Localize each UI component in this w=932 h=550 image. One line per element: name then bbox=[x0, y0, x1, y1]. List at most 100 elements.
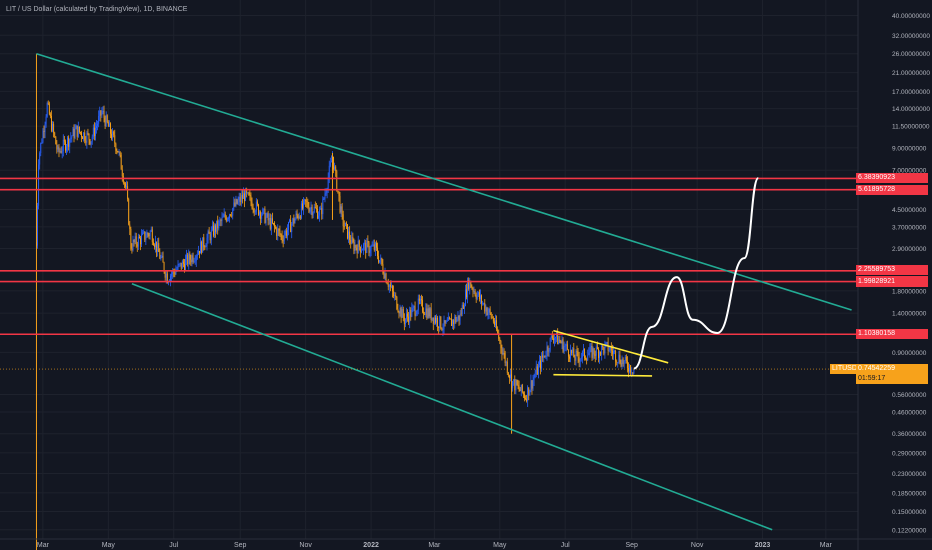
candle-body bbox=[364, 242, 366, 245]
candle-body bbox=[90, 141, 92, 145]
candle-body bbox=[570, 349, 572, 359]
candle-body bbox=[175, 270, 177, 275]
candle-body bbox=[295, 213, 297, 220]
candle-body bbox=[108, 123, 110, 127]
candle-body bbox=[60, 150, 62, 153]
candle-body bbox=[614, 350, 615, 352]
candle-body bbox=[618, 354, 620, 363]
candle-body bbox=[402, 308, 404, 318]
candle-body bbox=[493, 321, 495, 325]
candle-body bbox=[375, 242, 377, 248]
y-tick-label: 9.00000000 bbox=[892, 145, 927, 152]
candle-body bbox=[243, 193, 244, 199]
candle-body bbox=[521, 384, 523, 393]
candle-body bbox=[599, 351, 600, 358]
candle-body bbox=[558, 339, 560, 345]
candle-body bbox=[432, 317, 434, 324]
x-tick-label: Mar bbox=[820, 542, 833, 549]
candle-body bbox=[585, 358, 587, 360]
candle-body bbox=[236, 199, 238, 204]
candle-body bbox=[610, 347, 612, 351]
candle-body bbox=[433, 317, 435, 324]
candle-body bbox=[56, 144, 58, 150]
candle-body bbox=[110, 123, 111, 134]
candle-body bbox=[306, 201, 308, 203]
candle-body bbox=[304, 199, 306, 201]
candle-body bbox=[267, 213, 269, 221]
candle-body bbox=[149, 231, 151, 236]
y-tick-label: 26.00000000 bbox=[892, 51, 930, 58]
candle-body bbox=[351, 237, 353, 244]
candle-body bbox=[529, 390, 531, 396]
candle-body bbox=[366, 240, 368, 253]
candle-body bbox=[547, 346, 549, 352]
candle-body bbox=[301, 203, 303, 209]
y-tick-label: 1.80000000 bbox=[892, 288, 927, 295]
candle-body bbox=[413, 306, 415, 308]
candle-body bbox=[573, 348, 575, 358]
x-tick-label: Sep bbox=[625, 542, 638, 549]
x-tick-label: May bbox=[493, 542, 507, 549]
candle-body bbox=[113, 131, 115, 136]
candle-body bbox=[305, 199, 307, 202]
candle-body bbox=[172, 270, 174, 275]
candle-body bbox=[89, 139, 91, 145]
candle-body bbox=[594, 354, 596, 356]
candle-body bbox=[84, 132, 86, 141]
candle-body bbox=[81, 132, 82, 138]
candle-body bbox=[462, 304, 464, 309]
candle-body bbox=[224, 214, 226, 218]
candle-body bbox=[401, 308, 403, 318]
candle-body bbox=[132, 239, 134, 250]
candle-body bbox=[326, 189, 328, 193]
candle-body bbox=[134, 236, 136, 243]
candle-body bbox=[578, 357, 580, 362]
candle-body bbox=[193, 260, 195, 262]
candle-body bbox=[397, 309, 399, 312]
candle-body bbox=[129, 224, 131, 229]
candle-body bbox=[157, 243, 159, 252]
candle-body bbox=[308, 207, 310, 212]
candle-body bbox=[392, 286, 393, 292]
candle-body bbox=[336, 171, 338, 191]
x-tick-label: Nov bbox=[299, 542, 312, 549]
y-tick-label: 3.70000000 bbox=[892, 224, 927, 231]
candle-body bbox=[504, 353, 506, 363]
candle-body bbox=[283, 235, 285, 242]
candle-body bbox=[285, 230, 287, 236]
candle-body bbox=[330, 161, 332, 163]
candle-body bbox=[362, 249, 363, 251]
current-price-symbol: LITUSD bbox=[830, 364, 857, 375]
candle-body bbox=[554, 337, 555, 341]
candle-body bbox=[207, 231, 209, 238]
candle-body bbox=[458, 315, 460, 321]
candle-body bbox=[371, 245, 373, 247]
candle-body bbox=[122, 176, 124, 183]
candle-body bbox=[404, 318, 406, 325]
candle-body bbox=[271, 218, 273, 224]
candle-body bbox=[359, 246, 361, 253]
candle-body bbox=[608, 350, 610, 352]
y-tick-label: 14.00000000 bbox=[892, 106, 930, 113]
candle-body bbox=[184, 263, 185, 270]
candle-body bbox=[592, 348, 594, 358]
candle-body bbox=[318, 215, 319, 219]
candle-body bbox=[389, 284, 391, 287]
candle-body bbox=[456, 318, 458, 322]
candle-body bbox=[55, 136, 57, 145]
y-tick-label: 1.40000000 bbox=[892, 311, 927, 318]
y-tick-label: 21.00000000 bbox=[892, 70, 930, 77]
candle-body bbox=[156, 241, 158, 252]
candle-body bbox=[604, 344, 606, 354]
candle-body bbox=[398, 311, 400, 314]
candle-body bbox=[250, 195, 252, 202]
candle-body bbox=[51, 115, 52, 131]
y-tick-label: 0.23000000 bbox=[892, 471, 927, 478]
candle-body bbox=[338, 191, 340, 196]
candle-body bbox=[582, 348, 584, 352]
candle-body bbox=[374, 242, 376, 250]
candle-body bbox=[206, 237, 208, 247]
candle-body bbox=[354, 245, 356, 251]
candle-body bbox=[540, 360, 541, 369]
